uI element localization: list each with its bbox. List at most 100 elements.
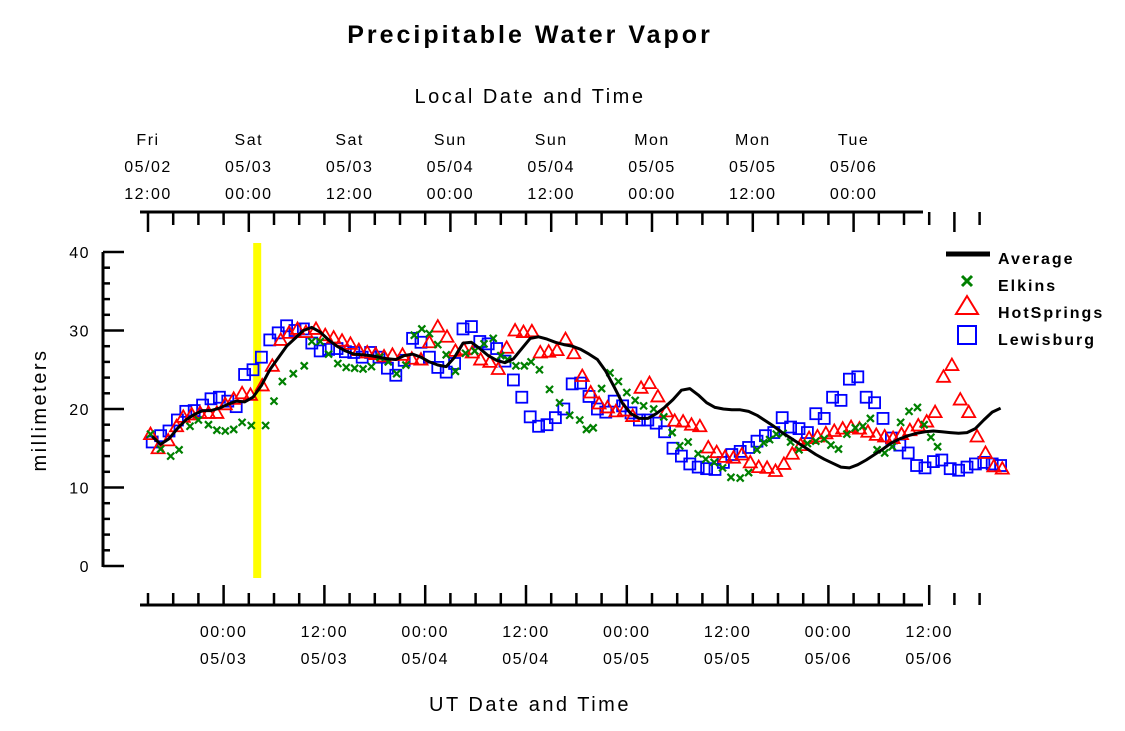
hotsprings-point [565,344,582,360]
elkins-stroke [496,351,506,360]
top-tick-date: 05/03 [326,159,374,176]
elkins-stroke [479,339,489,349]
elkins-stroke [146,429,155,439]
lewisburg-point [784,420,797,434]
elkins-point [367,362,376,371]
hotsprings-point [943,356,960,371]
bottom-tick-date: 05/06 [805,651,853,668]
hotsprings-point [750,458,767,473]
hotsprings-point [208,404,225,419]
elkins-point [410,330,419,340]
elkins-stroke [858,421,868,431]
lewisburg-point [826,390,839,404]
elkins-stroke [693,449,703,459]
elkins-stroke [819,434,829,444]
elkins-stroke [896,418,905,427]
elkins-stroke [597,384,606,393]
top-tick-day: Sun [535,132,568,149]
elkins-stroke [410,330,419,340]
elkins-stroke [622,388,632,397]
elkins-stroke [765,435,774,444]
hotsprings-point [717,448,734,463]
elkins-point [261,421,270,430]
elkins-stroke [278,377,287,386]
elkins-point [904,407,914,416]
elkins-stroke [588,423,598,433]
lewisburg-point [733,444,747,458]
elkins-stroke [156,444,165,454]
elkins-stroke [269,396,279,406]
elkins-point [535,365,544,375]
elkins-point [709,458,719,467]
elkins-point [229,425,238,434]
elkins-point [675,441,684,451]
elkins-stroke [630,396,640,405]
elkins-point [826,440,836,450]
lewisburg-point [977,455,991,469]
elkins-point [185,421,195,431]
elkins-stroke [324,349,333,359]
elkins-point [324,349,333,359]
hotsprings-point [649,388,666,403]
lewisburg-point [633,413,646,427]
elkins-point [392,369,401,378]
legend-label: HotSprings [998,305,1104,322]
elkins-stroke [392,369,401,378]
hotsprings-point [142,425,159,441]
elkins-stroke [759,438,768,448]
elkins-stroke [194,415,203,425]
elkins-point [194,415,203,425]
top-tick-day: Mon [735,132,771,149]
elkins-stroke [433,340,443,349]
lewisburg-point [876,412,890,425]
elkins-point [819,434,829,444]
lewisburg-point [649,416,663,430]
elkins-point [358,364,368,374]
elkins-stroke [441,350,451,360]
elkins-stroke [880,448,889,458]
elkins-point [333,359,343,368]
hotsprings-point [641,374,658,389]
elkins-stroke [709,458,719,467]
bottom-tick-time: 00:00 [805,624,853,641]
elkins-point [565,411,574,420]
elkins-stroke [744,468,753,477]
elkins-stroke [904,407,914,416]
elkins-point [307,337,317,346]
lewisburg-point [683,457,697,471]
hotsprings-point [708,443,725,459]
lewisburg-point [523,410,537,424]
elkins-stroke [307,337,317,346]
lewisburg-point [305,336,319,350]
elkins-stroke [866,414,875,423]
elkins-point [896,418,905,427]
hotsprings-point [733,446,750,461]
lewisburg-point [935,453,949,467]
elkins-point [726,473,736,482]
elkins-stroke [488,334,498,343]
hotsprings-point [481,353,498,368]
elkins-point [693,449,703,459]
hotsprings-point [438,328,456,343]
elkins-stroke [526,357,536,367]
hotsprings-point [507,322,524,337]
hotsprings-point [200,404,217,419]
y-axis-label: millimeters [29,348,51,471]
elkins-stroke [872,445,882,455]
lewisburg-point [775,411,789,425]
lewisburg-point [792,422,806,436]
elkins-stroke [811,436,821,446]
bottom-tick-time: 00:00 [401,624,449,641]
lewisburg-point [574,376,587,390]
elkins-point [752,445,762,455]
hotsprings-point [234,384,251,400]
hotsprings-point [691,417,708,433]
lewisburg-point [843,372,856,386]
elkins-point [299,361,309,371]
elkins-stroke [535,365,544,375]
elkins-stroke [166,451,175,461]
elkins-stroke [675,441,684,451]
elkins-stroke [350,363,359,373]
lewisburg-point [540,418,554,432]
